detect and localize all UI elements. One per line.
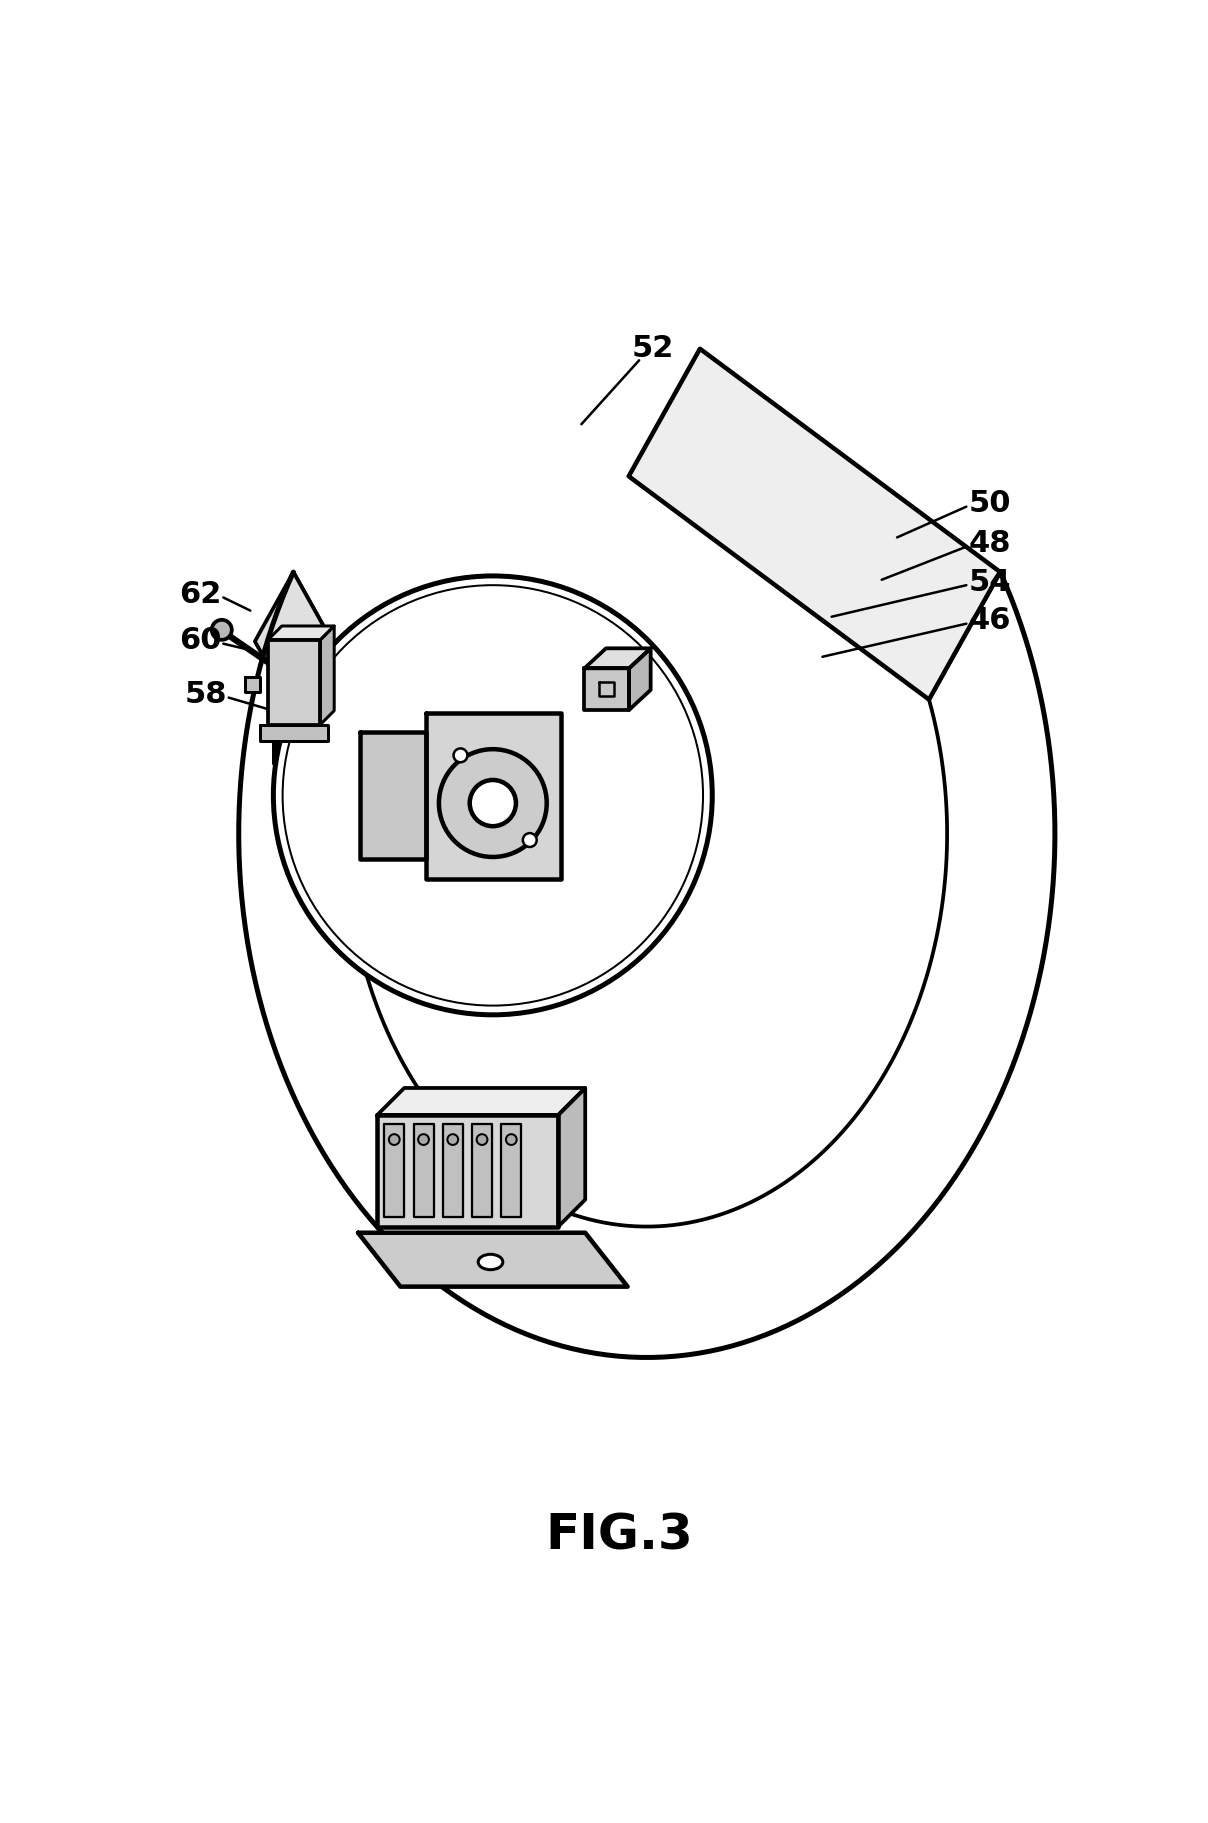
Text: 48: 48 bbox=[969, 529, 1011, 558]
Polygon shape bbox=[255, 572, 365, 769]
Circle shape bbox=[506, 1134, 517, 1145]
Circle shape bbox=[418, 1134, 429, 1145]
Polygon shape bbox=[384, 1125, 405, 1218]
Polygon shape bbox=[360, 733, 426, 860]
Text: 58: 58 bbox=[185, 680, 227, 709]
Circle shape bbox=[470, 780, 516, 826]
Polygon shape bbox=[558, 1088, 585, 1227]
Text: 52: 52 bbox=[632, 334, 674, 363]
Polygon shape bbox=[443, 1125, 463, 1218]
Polygon shape bbox=[268, 640, 320, 726]
Text: 62: 62 bbox=[180, 580, 222, 609]
Polygon shape bbox=[413, 1125, 434, 1218]
Polygon shape bbox=[377, 1116, 558, 1227]
Polygon shape bbox=[585, 669, 629, 711]
Circle shape bbox=[273, 576, 713, 1015]
Polygon shape bbox=[377, 1088, 585, 1116]
Polygon shape bbox=[245, 678, 260, 693]
Polygon shape bbox=[426, 713, 561, 879]
Circle shape bbox=[447, 1134, 458, 1145]
Polygon shape bbox=[585, 649, 651, 669]
Circle shape bbox=[477, 1134, 488, 1145]
Polygon shape bbox=[358, 1232, 628, 1287]
Text: FIG.3: FIG.3 bbox=[545, 1511, 693, 1559]
Text: 50: 50 bbox=[969, 489, 1011, 518]
Text: 46: 46 bbox=[969, 605, 1011, 634]
Polygon shape bbox=[628, 350, 1000, 700]
Circle shape bbox=[523, 833, 536, 848]
Polygon shape bbox=[629, 649, 651, 711]
Circle shape bbox=[211, 620, 232, 640]
Text: 54: 54 bbox=[969, 567, 1011, 596]
Circle shape bbox=[389, 1134, 400, 1145]
Circle shape bbox=[439, 749, 547, 857]
Text: 60: 60 bbox=[179, 625, 222, 654]
Polygon shape bbox=[501, 1125, 522, 1218]
Polygon shape bbox=[320, 627, 335, 726]
Circle shape bbox=[453, 749, 467, 762]
Polygon shape bbox=[472, 1125, 492, 1218]
Ellipse shape bbox=[478, 1254, 503, 1271]
Polygon shape bbox=[268, 627, 335, 640]
Polygon shape bbox=[260, 726, 329, 742]
